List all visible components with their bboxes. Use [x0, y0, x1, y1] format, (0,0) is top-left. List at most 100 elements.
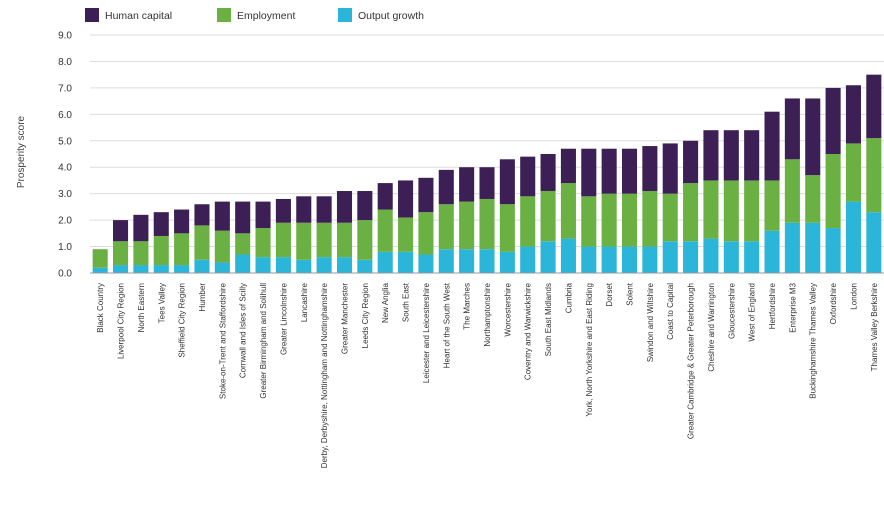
legend-swatch [338, 8, 352, 22]
bar-segment-human-capital [235, 201, 251, 234]
legend-swatch [85, 8, 99, 22]
bar-segment-output-growth [479, 249, 495, 273]
bar-stack [235, 201, 251, 273]
bar-stack [723, 130, 739, 273]
bar-stack [133, 214, 149, 273]
x-tick-label: Greater Cambridge & Greater Peterborough [687, 283, 696, 439]
bar-segment-human-capital [621, 148, 638, 194]
bar-stack [153, 212, 169, 273]
bar-stack [479, 167, 495, 273]
legend-swatch [217, 8, 231, 22]
bar-segment-employment [805, 175, 821, 223]
bar-stack [194, 204, 210, 273]
bar-segment-human-capital [113, 220, 129, 242]
bar-segment-output-growth [133, 265, 149, 273]
bar-segment-human-capital [255, 201, 271, 229]
bar-segment-output-growth [703, 238, 719, 273]
legend-label: Output growth [358, 10, 424, 22]
bar-segment-output-growth [296, 259, 312, 273]
bar-stack [703, 130, 719, 273]
bar-segment-human-capital [560, 148, 576, 184]
y-tick-label: 0.0 [58, 269, 72, 280]
bar-segment-output-growth [520, 246, 536, 273]
bar-segment-human-capital [805, 98, 821, 176]
bar-stack [174, 209, 190, 273]
y-tick-label: 3.0 [58, 189, 72, 200]
x-tick-label: New Anglia [381, 282, 390, 323]
y-tick-label: 9.0 [58, 31, 72, 42]
bar-segment-output-growth [113, 265, 129, 273]
bar-segment-employment [214, 230, 230, 263]
bar-segment-employment [662, 193, 678, 242]
bar-stack [845, 85, 861, 273]
bar-segment-output-growth [214, 262, 230, 273]
y-tick-label: 1.0 [58, 242, 72, 253]
x-tick-label: Lancashire [300, 282, 309, 322]
bar-segment-employment [438, 204, 454, 250]
bar-stack [520, 156, 536, 273]
bar-segment-employment [744, 180, 760, 242]
bar-stack [805, 98, 821, 273]
bar-segment-human-capital [479, 167, 495, 199]
bar-segment-human-capital [133, 214, 149, 242]
bar-segment-human-capital [764, 111, 780, 181]
bar-segment-human-capital [499, 159, 515, 205]
x-axis-labels: Black Country Liverpool City Region North … [96, 282, 879, 468]
y-axis-label: Prosperity score [16, 115, 27, 188]
x-tick-label: Gloucestershire [727, 282, 736, 339]
bar-segment-output-growth [845, 201, 861, 273]
bar-stack [398, 180, 414, 273]
bar-segment-employment [703, 180, 719, 239]
bar-segment-output-growth [683, 241, 699, 273]
bar-segment-employment [174, 233, 190, 266]
bar-stack [662, 143, 678, 273]
bar-segment-employment [866, 138, 882, 213]
x-tick-label: North Eastern [137, 283, 146, 332]
bar-segment-employment [784, 159, 800, 223]
bar-segment-output-growth [336, 257, 353, 273]
bar-segment-employment [520, 196, 536, 247]
bar-segment-human-capital [845, 85, 861, 144]
bar-segment-human-capital [703, 130, 719, 181]
legend-label: Human capital [105, 10, 172, 22]
bar-segment-human-capital [316, 196, 332, 223]
bar-segment-employment [499, 204, 515, 252]
bar-segment-human-capital [520, 156, 536, 197]
bar-segment-output-growth [174, 265, 190, 273]
bar-segment-human-capital [866, 74, 882, 139]
bar-segment-human-capital [784, 98, 800, 160]
bar-segment-employment [581, 196, 597, 247]
bar-segment-output-growth [92, 267, 108, 273]
bar-stack [357, 191, 373, 273]
bar-segment-output-growth [723, 241, 739, 273]
x-tick-label: Cheshire and Warrington [707, 283, 716, 372]
bar-segment-output-growth [642, 246, 658, 273]
bar-segment-human-capital [296, 196, 312, 223]
x-tick-label: Greater Manchester [340, 283, 349, 354]
bar-segment-employment [642, 191, 658, 247]
bar-segment-human-capital [214, 201, 230, 231]
bar-segment-human-capital [377, 183, 393, 210]
x-tick-label: London [849, 283, 858, 310]
bar-segment-employment [235, 233, 251, 255]
bar-segment-human-capital [275, 198, 291, 223]
x-tick-label: Liverpool City Region [117, 283, 126, 359]
bar-segment-output-growth [459, 249, 475, 273]
bar-stack [683, 140, 699, 273]
x-tick-label: Oxfordshire [829, 282, 838, 324]
bar-stack [316, 196, 332, 273]
bar-segment-output-growth [398, 251, 414, 273]
bar-segment-human-capital [438, 169, 454, 205]
bar-segment-employment [153, 235, 169, 266]
bar-segment-employment [133, 241, 149, 266]
bar-stack [296, 196, 312, 273]
bar-segment-output-growth [805, 222, 821, 273]
y-tick-label: 6.0 [58, 110, 72, 121]
bar-segment-employment [825, 154, 841, 229]
y-tick-label: 4.0 [58, 163, 72, 174]
bar-stack [764, 111, 780, 273]
y-tick-label: 5.0 [58, 136, 72, 147]
bar-segment-output-growth [621, 246, 638, 273]
bar-segment-human-capital [418, 177, 434, 213]
